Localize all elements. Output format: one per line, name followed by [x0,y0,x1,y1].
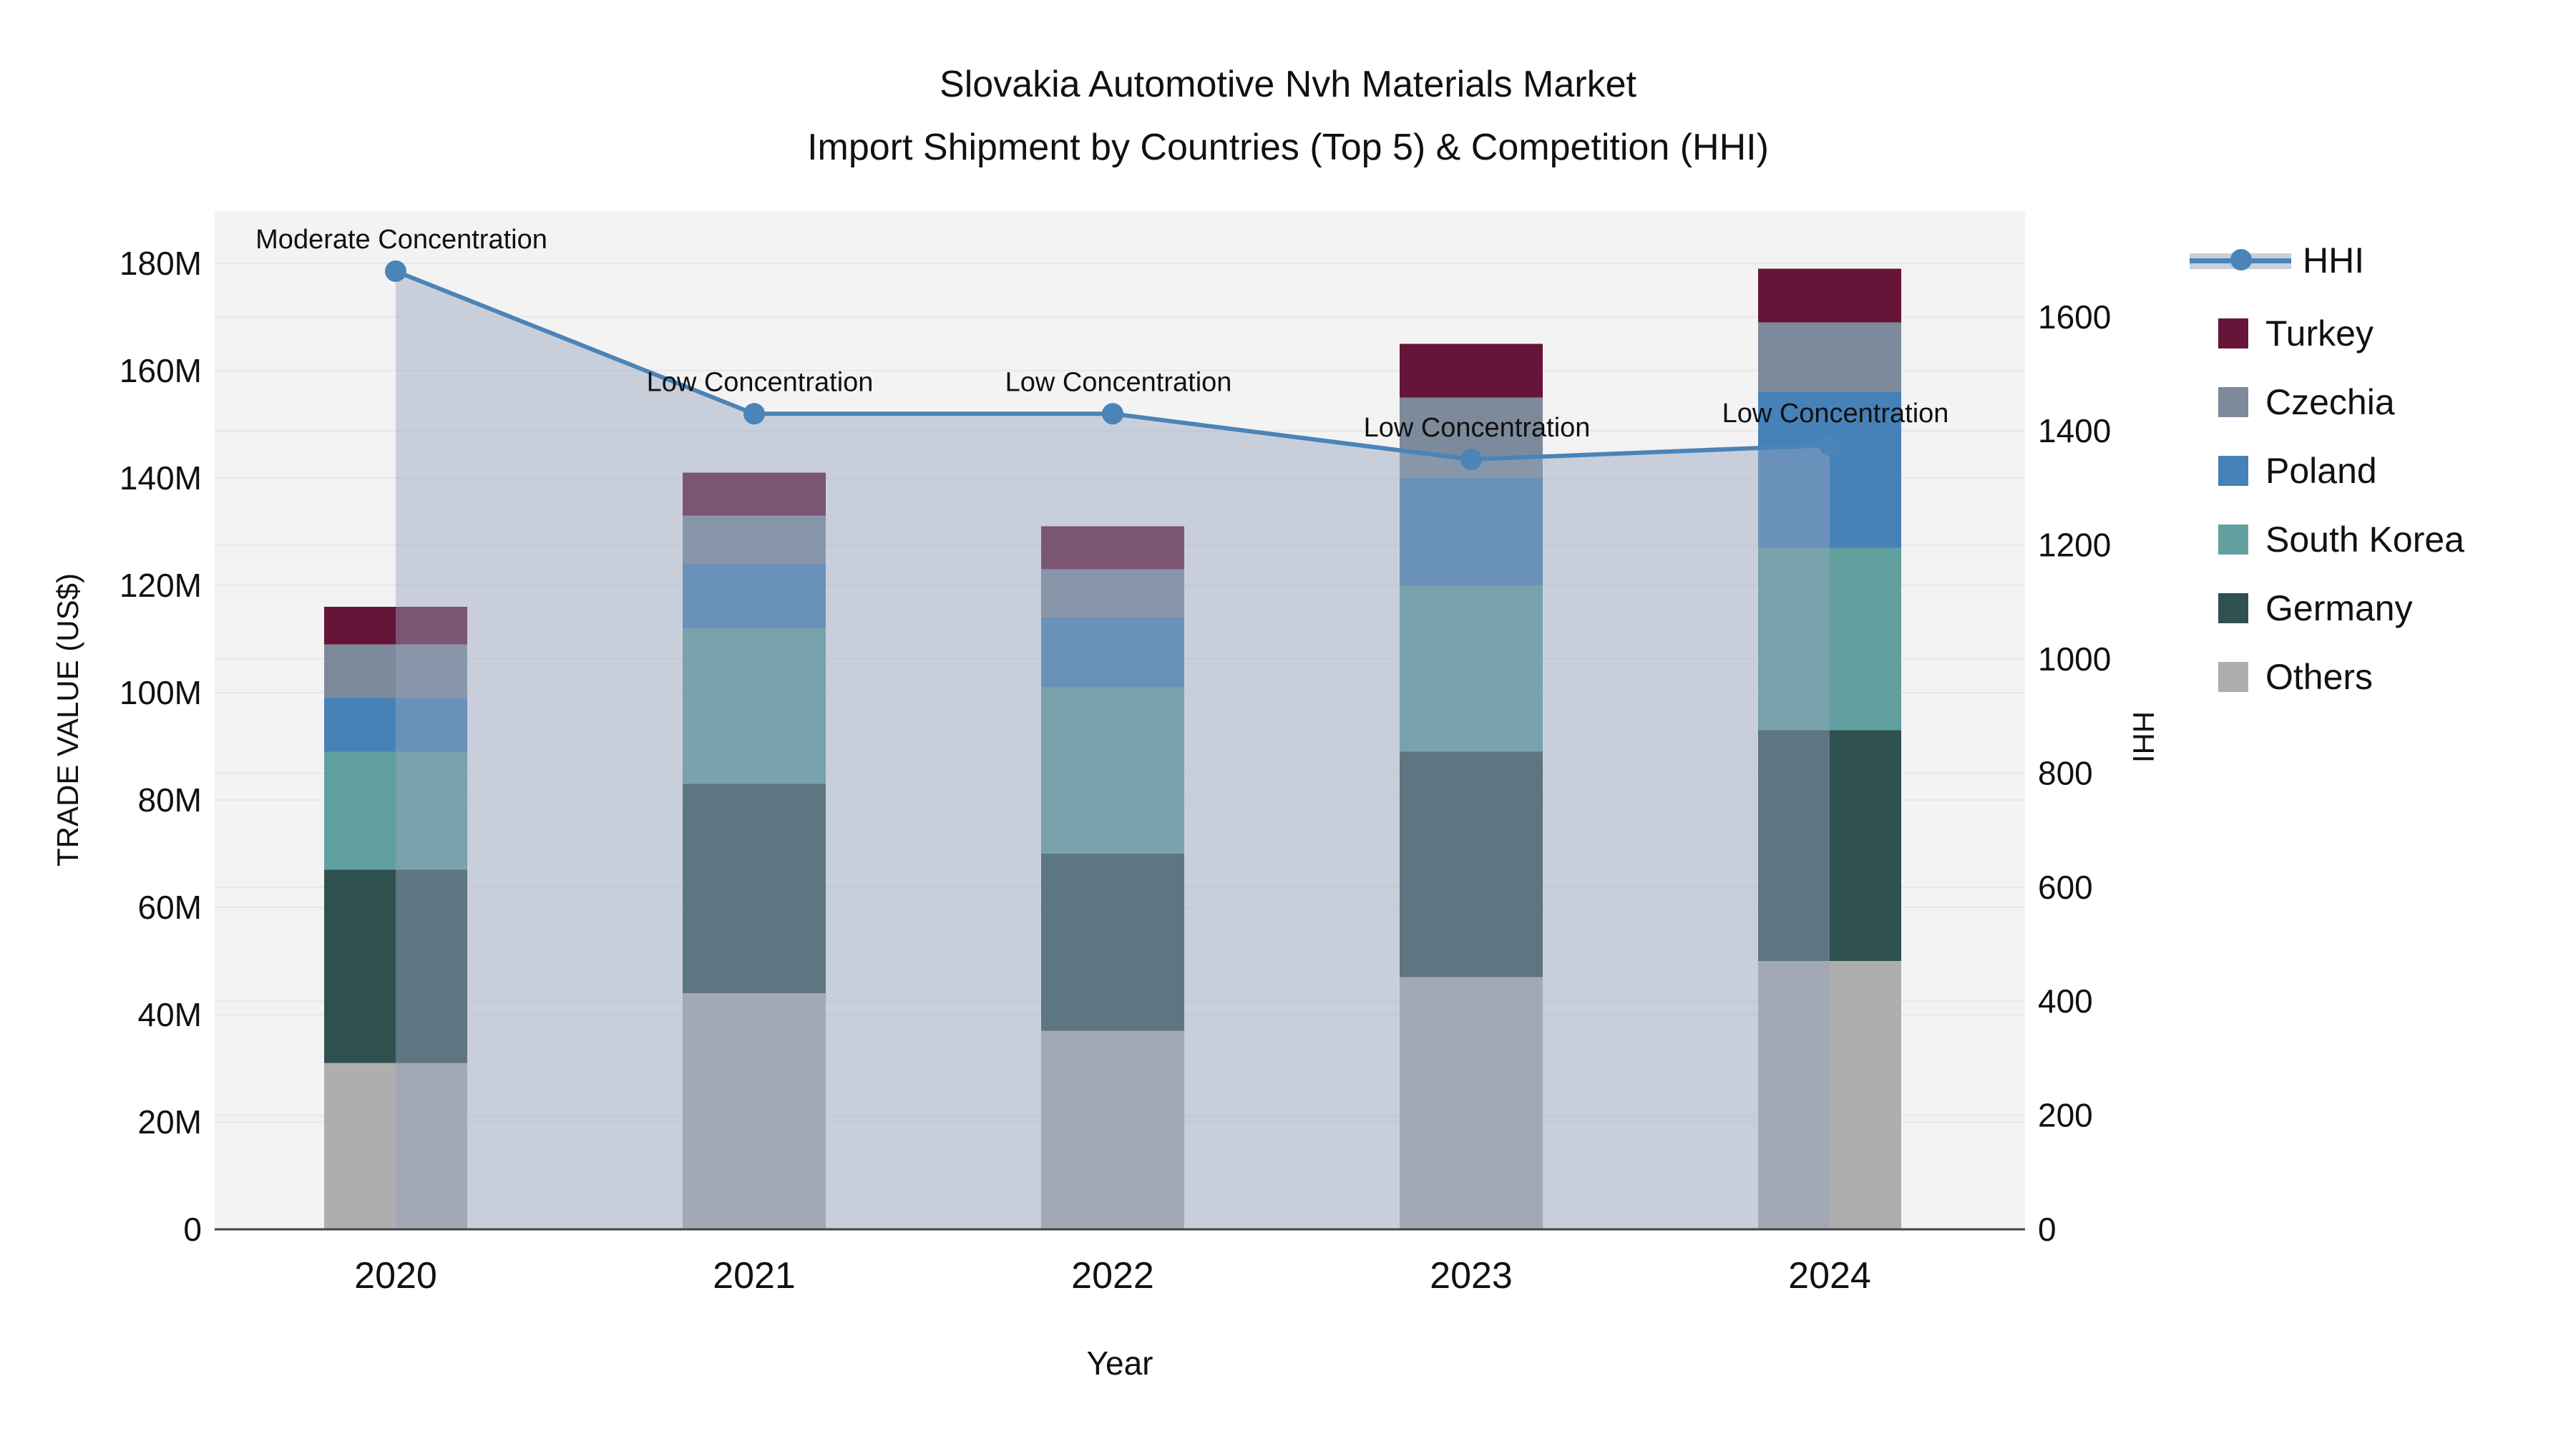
legend-swatch-turkey [2218,318,2248,348]
hhi-area-fill [396,271,1830,1229]
annotation-2021: Low Concentration [647,367,874,397]
annotation-2020: Moderate Concentration [255,225,547,255]
hhi-point-2021[interactable] [743,403,765,425]
left-tick-label: 0 [183,1211,202,1248]
x-tick-label-2022: 2022 [1071,1255,1154,1297]
legend-swatch-others [2218,662,2248,692]
right-tick-label: 1600 [2038,298,2111,336]
bar-segment-czechia-2021[interactable] [683,515,826,565]
x-tick-label-2020: 2020 [354,1255,437,1297]
hhi-dot-glyph [2230,249,2252,270]
x-tick-label-2021: 2021 [713,1255,796,1297]
left-tick-label: 140M [119,459,202,497]
right-tick-label: 600 [2038,869,2093,906]
bar-segment-others-2020[interactable] [324,1063,467,1230]
left-tick-label: 80M [138,781,202,819]
bar-segment-germany-2023[interactable] [1400,751,1543,977]
bar-segment-south-korea-2024[interactable] [1758,547,1901,731]
legend-label-others: Others [2265,657,2373,697]
legend-item-czechia[interactable]: Czechia [2190,381,2395,424]
legend-label-turkey: Turkey [2265,313,2373,353]
bar-segment-others-2023[interactable] [1400,977,1543,1230]
bar-segment-poland-2020[interactable] [324,698,467,752]
bar-segment-germany-2022[interactable] [1041,854,1184,1031]
legend-label-hhi: HHI [2303,240,2365,280]
legend-label-south-korea: South Korea [2265,519,2464,560]
legend-item-germany[interactable]: Germany [2190,587,2413,630]
legend-label-poland: Poland [2265,451,2377,491]
bar-segment-turkey-2020[interactable] [324,607,467,645]
left-tick-label: 40M [138,996,202,1033]
bar-segment-turkey-2023[interactable] [1400,343,1543,398]
x-tick-label-2024: 2024 [1788,1255,1871,1297]
bar-segment-others-2024[interactable] [1758,961,1901,1229]
right-tick-label: 1000 [2038,640,2111,678]
bar-segment-czechia-2024[interactable] [1758,322,1901,393]
bar-segment-poland-2021[interactable] [683,564,826,628]
annotation-2023: Low Concentration [1364,413,1591,443]
legend-swatch-germany [2218,593,2248,623]
right-tick-label: 400 [2038,982,2093,1020]
x-tick-label-2023: 2023 [1430,1255,1513,1297]
bar-segment-germany-2021[interactable] [683,784,826,994]
x-axis-title: Year [1086,1345,1153,1382]
hhi-point-2023[interactable] [1460,449,1482,471]
right-tick-label: 1200 [2038,527,2111,564]
annotation-2022: Low Concentration [1005,367,1232,397]
legend-item-south-korea[interactable]: South Korea [2190,518,2464,561]
bar-segment-others-2021[interactable] [683,993,826,1229]
hhi-line-swatch-icon [2190,247,2291,274]
legend-swatch-poland [2218,456,2248,486]
bar-segment-germany-2024[interactable] [1758,730,1901,962]
left-tick-label: 60M [138,889,202,926]
bar-segment-south-korea-2022[interactable] [1041,687,1184,854]
legend-item-hhi[interactable]: HHI [2190,239,2364,282]
bar-segment-south-korea-2023[interactable] [1400,585,1543,752]
bar-segment-germany-2020[interactable] [324,869,467,1063]
legend-label-czechia: Czechia [2265,382,2395,422]
hhi-point-2024[interactable] [1819,434,1840,457]
bar-segment-czechia-2022[interactable] [1041,569,1184,618]
bar-segment-czechia-2020[interactable] [324,644,467,698]
right-tick-label: 800 [2038,754,2093,791]
legend-label-germany: Germany [2265,588,2413,628]
bar-segment-poland-2024[interactable] [1758,392,1901,548]
legend-swatch-czechia [2218,387,2248,417]
bar-segment-turkey-2021[interactable] [683,472,826,516]
left-tick-label: 100M [119,674,202,711]
bar-segment-turkey-2024[interactable] [1758,268,1901,323]
right-tick-label: 200 [2038,1097,2093,1134]
bar-series [324,268,1901,1230]
hhi-point-2020[interactable] [385,260,406,283]
left-tick-label: 20M [138,1103,202,1141]
left-tick-label: 180M [119,245,202,282]
legend-item-others[interactable]: Others [2190,655,2373,698]
right-tick-label: 1400 [2038,412,2111,449]
chart-title-line1: Slovakia Automotive Nvh Materials Market [940,64,1636,105]
right-tick-label: 0 [2038,1211,2057,1248]
bar-segment-south-korea-2020[interactable] [324,751,467,870]
legend-item-poland[interactable]: Poland [2190,449,2377,492]
bar-segment-south-korea-2021[interactable] [683,628,826,784]
left-tick-label: 160M [119,352,202,389]
bar-segment-turkey-2022[interactable] [1041,526,1184,570]
bar-segment-others-2022[interactable] [1041,1030,1184,1230]
legend-swatch-south-korea [2218,525,2248,555]
bar-segment-poland-2022[interactable] [1041,618,1184,688]
hhi-point-2022[interactable] [1102,403,1123,425]
bar-segment-poland-2023[interactable] [1400,478,1543,585]
left-tick-label: 120M [119,567,202,604]
chart-title-line2: Import Shipment by Countries (Top 5) & C… [807,127,1769,168]
annotation-2024: Low Concentration [1722,399,1949,429]
legend-item-turkey[interactable]: Turkey [2190,312,2373,355]
